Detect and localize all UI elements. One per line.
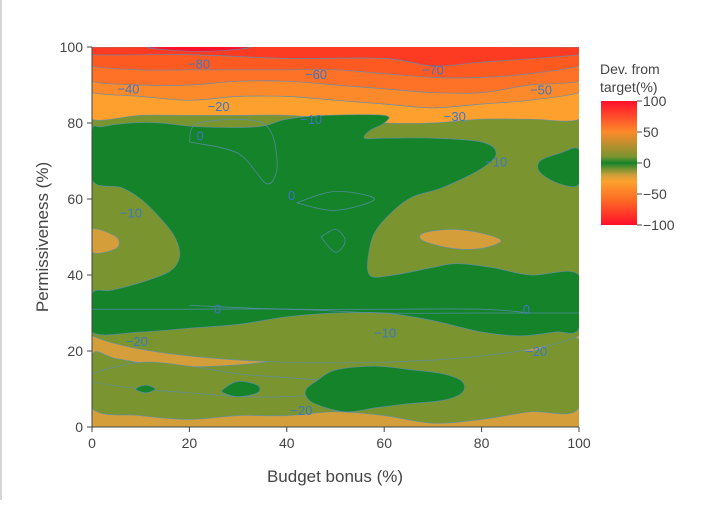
contour-label-16: −20 [525,344,547,359]
x-tick-label: 0 [88,435,96,451]
contour-lines [92,118,579,314]
contour-label-9: −10 [485,155,507,170]
contour-label-0: −80 [188,56,210,71]
contour-label-8: 0 [196,129,203,144]
contour-region-16 [304,365,465,413]
contour-region-12 [92,114,579,337]
contour-label-14: −10 [374,326,396,341]
contour-labels: −80 −60 −70 −40 −50 −20 −10 −30 0 −10 0 −10 0 0 −10 −20… [117,56,552,418]
contour-label-7: −30 [444,109,466,124]
colorbar-tick-label: 50 [643,124,659,140]
contour-label-2: −70 [422,63,444,78]
contour-line-3 [320,228,346,253]
y-axis-title: Permissiveness (%) [33,162,52,312]
y-tick-label: 40 [67,267,83,283]
x-tick-label: 40 [279,435,295,451]
y-tick-label: 100 [60,39,84,55]
contour-region-13 [537,147,579,188]
y-tick-label: 20 [67,343,83,359]
contour-region-14 [135,384,156,394]
axes: 0 20 40 60 80 100 0 20 40 60 80 100 [60,39,591,451]
contour-line-1 [189,305,531,314]
contour-region-8 [92,47,579,67]
colorbar-tick-label: 0 [643,155,651,171]
contour-label-11: −10 [120,205,142,220]
contour-label-12: 0 [214,302,221,317]
contour-region-9 [147,47,251,52]
contour-label-6: −10 [300,112,322,127]
colorbar-ticks: 100 50 0 −50 −100 [637,93,675,233]
colorbar: Dev. from target(%) 100 50 0 −50 −100 [600,61,675,233]
colorbar-tick-label: −100 [643,217,675,233]
contour-label-1: −60 [305,67,327,82]
y-tick-label: 60 [67,191,83,207]
contour-label-17: −20 [290,403,312,418]
contour-label-5: −20 [208,99,230,114]
contour-line-2 [296,190,375,211]
contour-region-10 [92,228,120,254]
contour-line-4 [189,118,278,185]
x-tick-label: 80 [474,435,490,451]
contour-line-0 [92,308,579,314]
x-tick-label: 20 [182,435,198,451]
x-tick-label: 60 [376,435,392,451]
contour-region-15 [221,380,261,397]
contour-label-10: 0 [288,188,295,203]
contour-label-4: −50 [530,82,552,97]
x-axis-title: Budget bonus (%) [267,467,403,486]
contour-regions [92,47,579,427]
colorbar-tick-label: 100 [643,93,667,109]
contour-label-3: −40 [117,82,139,97]
contour-label-13: 0 [523,302,530,317]
contour-region-11 [419,229,502,250]
y-tick-label: 80 [67,115,83,131]
contour-label-15: −20 [126,334,148,349]
colorbar-title: Dev. from target(%) [600,61,660,95]
colorbar-tick-label: −50 [643,186,667,202]
colorbar-gradient [601,101,637,225]
y-tick-label: 0 [75,419,83,435]
x-tick-label: 100 [567,435,591,451]
